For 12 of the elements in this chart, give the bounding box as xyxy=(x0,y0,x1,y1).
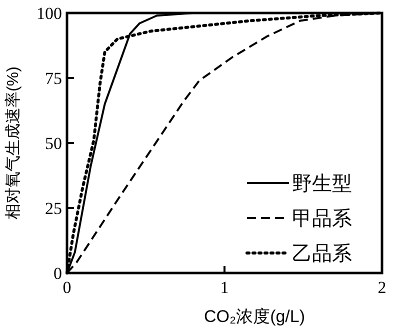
legend-label: 野生型 xyxy=(292,173,352,195)
y-tick-label: 50 xyxy=(45,134,62,153)
legend-label: 甲品系 xyxy=(292,208,352,230)
x-tick-label: 2 xyxy=(378,278,386,297)
legend-label: 乙品系 xyxy=(292,243,352,265)
y-axis-title: 相对氧气生成速率(%) xyxy=(4,66,22,220)
y-tick-label: 0 xyxy=(54,264,62,283)
x-axis-title: CO₂浓度(g/L) xyxy=(204,307,306,326)
y-tick-label: 25 xyxy=(45,199,62,218)
y-tick-label: 100 xyxy=(36,4,62,23)
x-tick-label: 1 xyxy=(220,278,229,297)
y-tick-label: 75 xyxy=(45,69,62,88)
